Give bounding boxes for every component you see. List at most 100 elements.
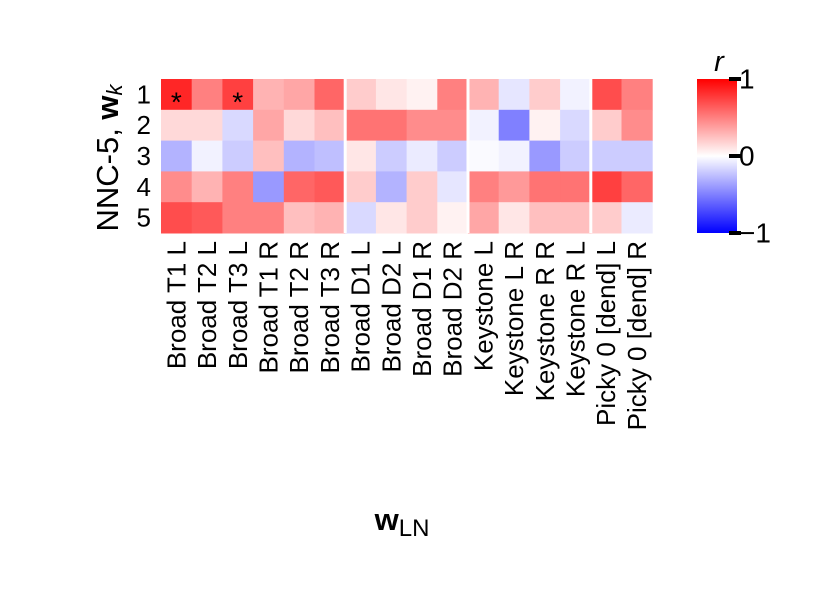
heatmap-cell: [283, 109, 315, 142]
group-separators: [343, 79, 593, 233]
y-axis-label-sub: k: [102, 83, 127, 95]
heatmap-cell: [222, 109, 254, 142]
heatmap-cell: [529, 109, 561, 142]
heatmap-cell: [283, 202, 315, 234]
heatmap-cells: [161, 79, 653, 234]
heatmap-cell: [560, 171, 592, 203]
heatmap-cell: [161, 140, 193, 172]
heatmap-cell: [621, 79, 653, 111]
y-axis-label: NNC-5, wk: [90, 83, 127, 231]
column-tick-label: Broad D1 L: [346, 241, 376, 373]
column-tick-label: Keystone R L: [560, 241, 590, 397]
heatmap-cell: [498, 109, 530, 142]
column-tick-label: Broad D1 R: [407, 241, 437, 377]
heatmap-cell: [621, 140, 653, 172]
colorbar-tick-label: 0: [739, 141, 755, 172]
heatmap-cell: [375, 79, 408, 111]
row-tick-label: 2: [137, 110, 151, 140]
heatmap-cell: [375, 171, 408, 203]
heatmap-cell: [253, 171, 285, 203]
colorbar-tick-label: −1: [739, 218, 771, 249]
heatmap-cell: [468, 140, 500, 172]
heatmap-cell: [283, 79, 315, 111]
heatmap-cell: [406, 202, 438, 234]
x-axis-label: wLN: [374, 502, 430, 542]
heatmap-cell: [529, 79, 561, 111]
column-tick-label: Picky 0 [dend] R: [622, 241, 652, 430]
heatmap-cell: [314, 202, 346, 234]
heatmap-cell: [161, 109, 193, 142]
heatmap-cell: [345, 171, 377, 203]
heatmap-cell: [468, 109, 500, 142]
heatmap-cell: [560, 109, 592, 142]
heatmap-cell: [375, 109, 408, 142]
heatmap-cell: [406, 79, 438, 111]
colorbar-tick-label: 1: [739, 64, 755, 95]
heatmap-cell: [406, 140, 438, 172]
column-tick-label: Keystone L: [468, 241, 498, 371]
heatmap-cell: [590, 140, 622, 172]
heatmap-cell: [222, 171, 254, 203]
heatmap-cell: [437, 171, 469, 203]
heatmap-cell: [161, 79, 193, 111]
colorbar-ticks: 1 0 −1: [729, 64, 771, 249]
heatmap-cell: [437, 140, 469, 172]
column-tick-labels: Broad T1 L Broad T2 L Broad T3 L Broad T1 R…: [161, 241, 651, 430]
heatmap-cell: [191, 202, 223, 234]
significance-star: *: [171, 86, 182, 117]
heatmap-cell: [406, 171, 438, 203]
heatmap-cell: [191, 171, 223, 203]
row-tick-label: 3: [137, 141, 151, 171]
colorbar: 1 0 −1 r: [697, 46, 771, 249]
heatmap-cell: [161, 171, 193, 203]
column-tick-label: Broad T3 R: [315, 241, 345, 373]
heatmap-cell: [621, 202, 653, 234]
heatmap-cell: [253, 202, 285, 234]
heatmap-cell: [621, 171, 653, 203]
heatmap-cell: [345, 140, 377, 172]
heatmap-cell: [253, 109, 285, 142]
heatmap-cell: [375, 202, 408, 234]
heatmap-cell: [314, 109, 346, 142]
column-tick-label: Picky 0 [dend] L: [591, 241, 621, 426]
heatmap-cell: [345, 202, 377, 234]
column-tick-label: Broad T1 L: [161, 241, 191, 369]
heatmap-cell: [590, 171, 622, 203]
heatmap-cell: [191, 109, 223, 142]
row-tick-label: 1: [137, 79, 151, 109]
heatmap-cell: [437, 202, 469, 234]
heatmap-cell: [529, 140, 561, 172]
column-tick-label: Broad D2 L: [376, 241, 406, 373]
heatmap-cell: [529, 171, 561, 203]
heatmap-cell: [560, 79, 592, 111]
x-axis-label-sub: LN: [399, 515, 430, 542]
column-tick-label: Broad T2 R: [284, 241, 314, 373]
heatmap-cell: [590, 79, 622, 111]
y-axis-label-bold: w: [90, 95, 125, 121]
column-tick-label: Broad T2 L: [192, 241, 222, 369]
heatmap-cell: [222, 79, 254, 111]
heatmap-cell: [345, 79, 377, 111]
column-tick-label: Broad D2 R: [438, 241, 468, 377]
heatmap-cell: [314, 79, 346, 111]
heatmap-cell: [498, 171, 530, 203]
y-axis-label-prefix: NNC-5,: [90, 120, 125, 232]
heatmap-cell: [191, 79, 223, 111]
heatmap-cell: [590, 202, 622, 234]
heatmap-cell: [345, 109, 377, 142]
heatmap-cell: [161, 202, 193, 234]
heatmap-cell: [498, 140, 530, 172]
row-tick-label: 5: [137, 203, 151, 233]
heatmap-cell: [314, 140, 346, 172]
significance-annotations: * *: [171, 86, 243, 117]
heatmap-cell: [498, 202, 530, 234]
heatmap-cell: [222, 202, 254, 234]
heatmap-cell: [468, 79, 500, 111]
heatmap-cell: [437, 79, 469, 111]
heatmap-cell: [529, 202, 561, 234]
heatmap-cell: [590, 109, 622, 142]
heatmap-cell: [406, 109, 438, 142]
heatmap-cell: [468, 202, 500, 234]
x-axis-label-bold: w: [374, 502, 400, 537]
